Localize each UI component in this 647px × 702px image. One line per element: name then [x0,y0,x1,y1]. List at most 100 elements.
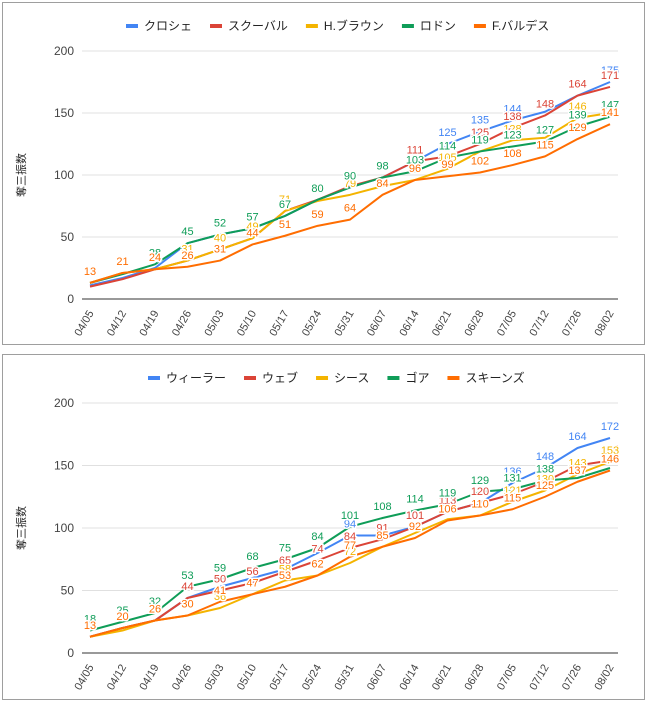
data-label: 125 [438,127,456,139]
data-label: 91 [376,522,388,534]
data-label: 139 [568,110,586,122]
x-tick-label: 05/10 [235,309,259,339]
data-label: 59 [311,209,323,221]
legend-label: クロシェ [144,19,192,33]
data-label: 123 [503,129,521,141]
x-tick-label: 06/07 [365,309,389,339]
data-label: 74 [311,544,323,556]
data-label: 44 [181,581,193,593]
y-tick-label: 50 [61,230,75,244]
x-tick-label: 07/12 [527,663,551,693]
data-label: 99 [441,159,453,171]
data-label: 164 [568,431,586,443]
data-label: 125 [536,480,554,492]
data-label: 36 [214,591,226,603]
data-label: 85 [376,530,388,542]
data-label: 49 [246,221,258,233]
data-label: 143 [568,457,586,469]
legend-label: H.ブラウン [324,18,384,33]
data-label: 57 [246,211,258,223]
x-tick-label: 05/17 [267,663,291,693]
x-tick-label: 07/05 [495,309,519,339]
data-label: 58 [279,564,291,576]
x-tick-label: 06/21 [430,663,454,693]
data-label: 94 [344,519,356,531]
legend-label: シース [334,371,369,385]
legend-label: スクーバル [228,19,288,33]
data-labels: 1251351441757111112513814816417113314049… [82,64,620,280]
legend-label: スキーンズ [465,370,524,385]
data-label: 138 [536,464,554,476]
chart-panel-1: クロシェ スクーバル H.ブラウン ロドン F.バルデス 0 50 100 150 200 奪三振数… [2,2,645,345]
data-label: 153 [601,445,619,457]
series-line [89,123,611,284]
data-label: 108 [373,501,391,513]
data-label: 18 [84,614,96,626]
data-label: 141 [601,107,619,119]
y-tick-label: 100 [54,521,74,535]
data-label: 62 [311,559,323,571]
data-label: 146 [601,454,619,466]
data-label: 44 [246,227,258,239]
x-ticks: 04/05 04/12 04/19 04/26 05/03 05/10 05/17 05/24… [72,663,616,693]
x-tick-label: 06/21 [430,309,454,339]
data-label: 115 [536,139,554,151]
data-label: 77 [344,540,356,552]
x-tick-label: 04/12 [105,309,129,339]
data-label: 80 [311,183,323,195]
data-label: 102 [471,156,489,168]
data-label: 106 [438,504,456,516]
data-label: 90 [344,170,356,182]
data-label: 41 [214,585,226,597]
data-label: 64 [344,203,356,215]
x-tick-label: 07/26 [560,309,584,339]
data-label: 96 [409,163,421,175]
x-tick-label: 06/07 [365,663,389,693]
data-label: 128 [503,123,521,135]
data-label: 119 [439,487,457,499]
legend: ウィーラー ウェブ シース ゴア スキーンズ [148,370,525,385]
legend-item: スキーンズ [447,370,525,385]
data-label: 147 [601,100,619,112]
series-line [89,112,611,284]
gridlines: 0 50 100 150 200 [54,396,618,660]
x-tick-label: 05/24 [300,663,324,693]
data-label: 21 [116,256,128,268]
gridlines: 0 50 100 150 200 [54,44,618,306]
x-tick-label: 05/10 [235,663,259,693]
x-tick-label: 04/05 [72,663,96,693]
data-label: 13 [84,620,96,632]
data-label: 114 [439,141,457,153]
y-tick-label: 0 [67,292,74,306]
data-label: 71 [311,184,323,196]
x-tick-label: 06/28 [462,309,486,339]
legend-label: ウェブ [262,370,298,385]
legend-label: F.バルデス [492,18,549,33]
y-tick-label: 0 [67,646,74,660]
data-label: 47 [246,577,258,589]
data-label: 138 [503,111,521,123]
legend-item: クロシェ [126,19,192,33]
chart-panel-2: ウィーラー ウェブ シース ゴア スキーンズ 0 50 100 150 200 奪三振数 04/05 0… [2,354,645,700]
data-label: 71 [279,194,291,206]
data-label: 25 [116,605,128,617]
data-label: 171 [601,70,619,82]
data-labels: 9413614816417244505665748491101113120154… [82,420,620,634]
data-label: 56 [246,566,258,578]
data-label: 175 [601,65,619,77]
y-axis-title: 奪三振数 [14,506,28,550]
x-tick-label: 04/19 [137,663,161,693]
data-label: 13 [84,620,96,632]
data-label: 148 [536,451,554,463]
y-axis-title: 奪三振数 [14,153,28,197]
legend-item: スクーバル [210,19,288,33]
x-tick-label: 05/03 [202,663,226,693]
data-label: 79 [344,178,356,190]
series-line [89,469,611,638]
data-label: 92 [409,521,421,533]
series-line [89,459,611,638]
series-lines [89,437,611,638]
y-tick-label: 50 [61,584,75,598]
x-ticks: 04/05 04/12 04/19 04/26 05/03 05/10 05/17 05/24… [72,309,616,339]
data-label: 129 [568,122,586,134]
